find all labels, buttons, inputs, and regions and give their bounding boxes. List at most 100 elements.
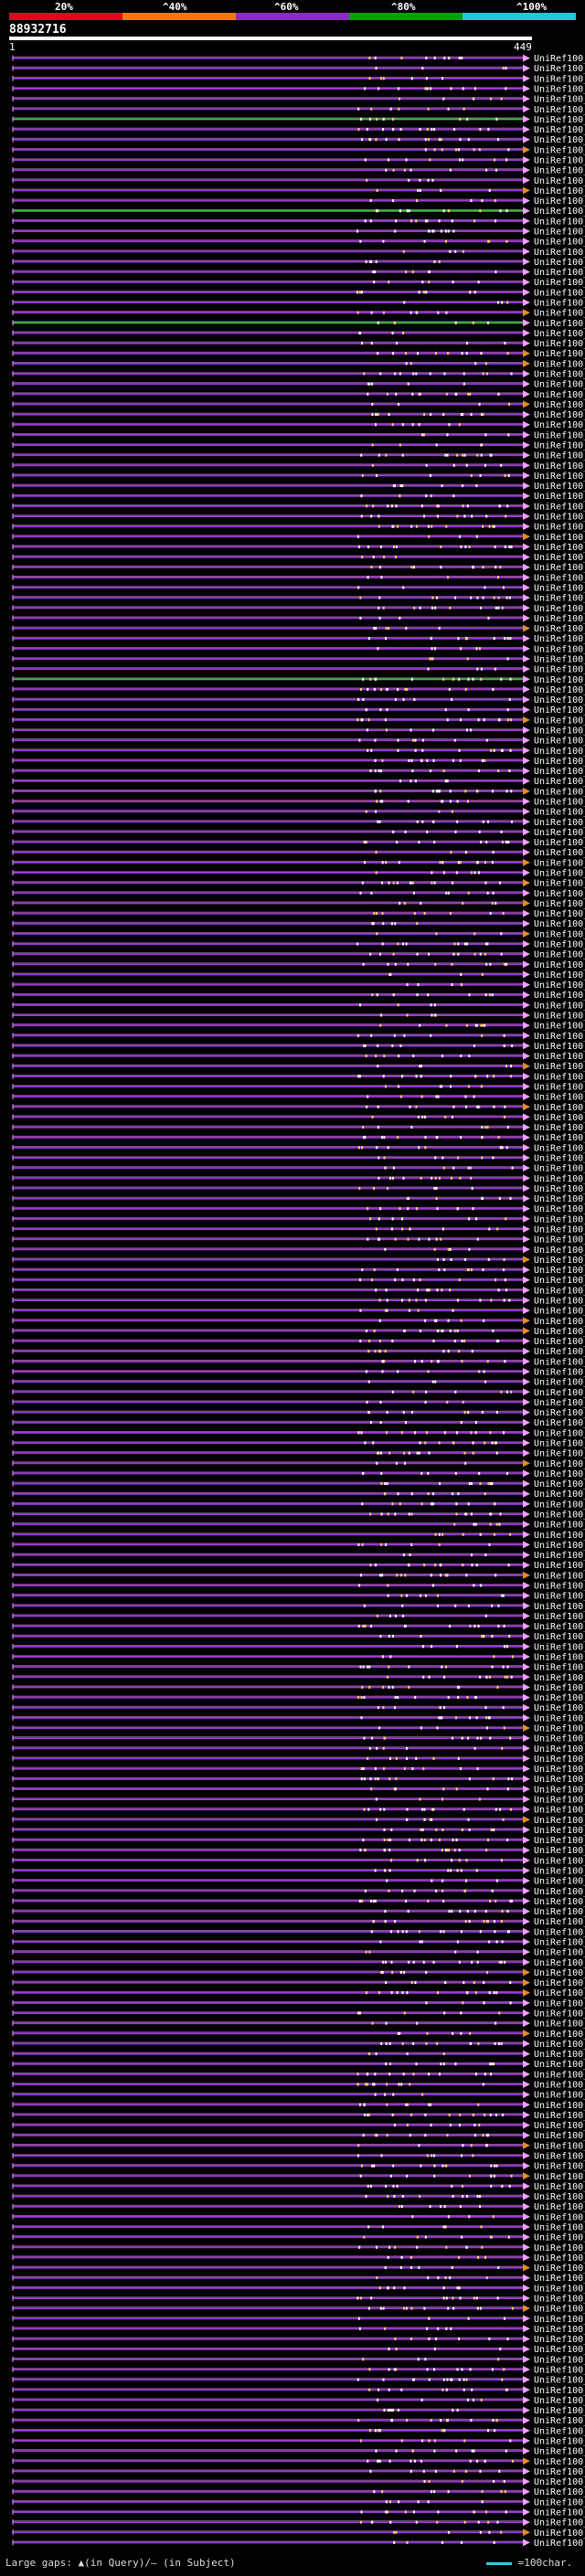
- hit-gap-marker: [359, 596, 362, 599]
- hit-gap-marker: [411, 2215, 414, 2219]
- hit-end-arrow: [523, 472, 530, 480]
- hit-gap-marker: [400, 2205, 403, 2209]
- hit-gap-marker: [408, 1451, 410, 1455]
- hit-gap-marker: [397, 2031, 399, 2035]
- hit-label: UniRef100_UP1000...: [534, 1632, 585, 1642]
- hit-label: UniRef100_A7QFS2: [534, 1683, 585, 1693]
- hit-gap-marker: [377, 1105, 379, 1108]
- hit-gap-marker: [388, 1849, 391, 1852]
- hit-gap-marker: [482, 2083, 484, 2086]
- hit-end-arrow: [523, 2091, 530, 2099]
- hit-gap-marker: [395, 1777, 398, 1781]
- hit-gap-marker: [360, 1574, 363, 1577]
- hit-gap-marker: [425, 494, 428, 498]
- hit-gap-marker: [412, 2072, 415, 2076]
- hit-gap-marker: [489, 1431, 492, 1435]
- hit-gap-marker: [389, 1930, 392, 1934]
- hit-gap-marker: [454, 1950, 457, 1954]
- hit-end-arrow: [523, 95, 530, 103]
- hit-gap-marker: [510, 545, 513, 548]
- hit-gap-marker: [456, 453, 459, 457]
- hit-label: UniRef100_A5BQF0: [534, 349, 585, 359]
- hit-gap-marker: [428, 281, 431, 284]
- hit-gap-marker: [382, 1706, 385, 1710]
- hit-gap-marker: [409, 1553, 411, 1557]
- hit-gap-marker: [492, 525, 495, 528]
- hit-gap-marker: [449, 1247, 452, 1251]
- hit-gap-marker: [454, 249, 457, 253]
- hit-gap-marker: [399, 1044, 402, 1047]
- alignment-hits: UniRef100_Q9T015UniRef100_B9GHX5UniRef10…: [12, 54, 585, 2548]
- hit-gap-marker: [484, 1910, 487, 1913]
- hit-gap-marker: [477, 2520, 480, 2524]
- hit-gap-marker: [368, 1665, 371, 1669]
- hit-gap-marker: [504, 1675, 506, 1679]
- hit-gap-marker: [501, 1746, 504, 1750]
- hit-gap-marker: [442, 1706, 445, 1710]
- hit-gap-marker: [435, 1197, 438, 1201]
- hit-gap-marker: [484, 942, 487, 946]
- hit-gap-marker: [394, 2337, 397, 2341]
- hit-gap-marker: [460, 1055, 463, 1058]
- hit-gap-marker: [388, 1889, 390, 1892]
- hit-label: UniRef100_Q9FEE9: [534, 1978, 585, 1988]
- hit-end-arrow: [523, 217, 530, 225]
- hit-label: UniRef100_Q9EHB0: [534, 2396, 585, 2406]
- hit-gap-marker: [508, 1299, 511, 1302]
- hit-label: UniRef100_Q43562: [534, 929, 585, 939]
- hit-label: UniRef100_P44603: [534, 1856, 585, 1866]
- hit-gap-marker: [412, 372, 415, 376]
- hit-label: UniRef100_Q2BS14: [534, 705, 585, 716]
- hit-gap-marker: [405, 1818, 408, 1821]
- hit-label: UniRef100_Q43133: [534, 1734, 585, 1744]
- hit-gap-marker: [486, 1126, 489, 1129]
- hit-end-arrow: [523, 1917, 530, 1925]
- hit-gap-marker: [504, 545, 506, 548]
- hit-gap-marker: [437, 504, 440, 508]
- hit-gap-marker: [367, 1207, 369, 1211]
- hit-gap-marker: [428, 535, 431, 538]
- hit-gap-marker: [447, 107, 450, 111]
- hit-gap-marker: [364, 1136, 367, 1140]
- hit-gap-marker: [455, 2449, 458, 2453]
- hit-gap-marker: [381, 128, 384, 132]
- hit-gap-marker: [426, 830, 429, 833]
- hit-gap-marker: [379, 1940, 382, 1944]
- hit-gap-marker: [357, 2419, 360, 2422]
- hit-gap-marker: [446, 1849, 449, 1852]
- hit-gap-marker: [380, 769, 383, 773]
- hit-gap-marker: [401, 2195, 404, 2199]
- hit-gap-marker: [372, 270, 375, 274]
- hit-gap-marker: [420, 2459, 422, 2463]
- hit-gap-marker: [422, 291, 425, 294]
- hit-label: UniRef100_Q06446: [534, 258, 585, 268]
- hit-gap-marker: [359, 1003, 362, 1007]
- hit-gap-marker: [430, 1839, 432, 1842]
- hit-gap-marker: [510, 2174, 513, 2178]
- hit-gap-marker: [460, 545, 463, 548]
- hit-gap-marker: [360, 494, 363, 498]
- hit-gap-marker: [448, 1910, 451, 1913]
- hit-label: UniRef100_Q9SPX4: [534, 1418, 585, 1428]
- hit-end-arrow: [523, 533, 530, 541]
- hit-gap-marker: [457, 637, 460, 641]
- scale-tick-20: 20%: [55, 1, 73, 13]
- hit-label: UniRef100_Q9SXM7: [534, 1653, 585, 1663]
- hit-gap-marker: [450, 851, 452, 854]
- hit-gap-marker: [437, 2510, 440, 2514]
- hit-gap-marker: [435, 1319, 438, 1322]
- hit-gap-marker: [501, 2378, 504, 2381]
- hit-gap-marker: [442, 1930, 445, 1934]
- hit-gap-marker: [399, 484, 402, 488]
- hit-gap-marker: [492, 851, 495, 854]
- hit-gap-marker: [399, 443, 401, 447]
- hit-gap-marker: [494, 1502, 496, 1506]
- hit-gap-marker: [401, 942, 404, 946]
- hit-gap-marker: [480, 1023, 483, 1027]
- hit-gap-marker: [420, 1471, 423, 1475]
- hit-end-arrow: [523, 1123, 530, 1131]
- hit-gap-marker: [381, 1370, 384, 1373]
- hit-gap-marker: [397, 942, 399, 946]
- hit-gap-marker: [378, 1451, 380, 1455]
- hit-gap-marker: [410, 779, 412, 783]
